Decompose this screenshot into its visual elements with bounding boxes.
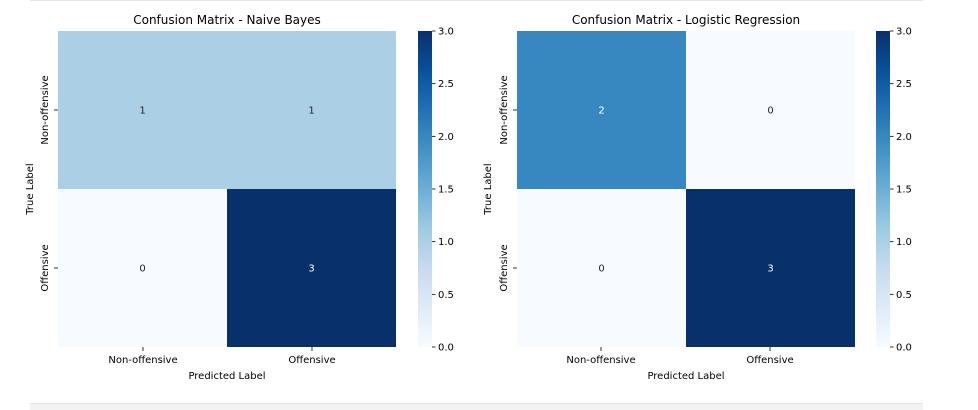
cell-value-label: 3 — [308, 264, 314, 275]
colorbar-ticks: 0.0 0.5 1.0 1.5 2.0 2.5 3.0 — [432, 27, 454, 354]
colorbar-tick-label: 0.5 — [896, 290, 912, 301]
heatmap-cell — [517, 31, 686, 189]
cell-value-label: 2 — [598, 106, 604, 117]
heatmap-cell — [227, 189, 396, 347]
y-tick: Offensive — [499, 244, 517, 292]
colorbar-tick-label: 2.0 — [438, 132, 454, 143]
colorbar-tick-label: 2.5 — [438, 79, 454, 90]
colorbar-tick-label: 0.5 — [438, 290, 454, 301]
x-tick: Offensive — [288, 347, 336, 366]
top-divider — [30, 0, 923, 1]
y-tick-label: Non-offensive — [40, 75, 51, 144]
colorbar-tick-label: 0.0 — [896, 343, 912, 354]
colorbar-ticks: 0.0 0.5 1.0 1.5 2.0 2.5 3.0 — [890, 27, 912, 354]
heatmap-cell — [227, 31, 396, 189]
cell-value-label: 3 — [767, 264, 773, 275]
heatmap-cell — [58, 189, 227, 347]
cell-value-label: 0 — [139, 264, 145, 275]
colorbar — [418, 31, 432, 347]
heatmap-panel-naive-bayes: Confusion Matrix - Naive Bayes 1 1 0 3 Non-… — [25, 13, 454, 382]
heatmap-cell — [686, 31, 855, 189]
x-tick: Non-offensive — [566, 347, 636, 366]
chart-title: Confusion Matrix - Naive Bayes — [133, 13, 321, 27]
x-tick: Non-offensive — [108, 347, 178, 366]
heatmap-cell — [517, 189, 686, 347]
chart-title: Confusion Matrix - Logistic Regression — [572, 13, 800, 27]
cell-value-label: 0 — [598, 264, 604, 275]
x-axis-label: Predicted Label — [188, 371, 265, 382]
x-tick-label: Offensive — [288, 355, 335, 366]
heatmap-cells: 2 00 3 — [517, 31, 855, 347]
y-tick: Non-offensive — [499, 75, 517, 145]
colorbar-tick-label: 0.0 — [438, 343, 454, 354]
bottom-scroll-strip — [30, 403, 923, 410]
x-tick-label: Non-offensive — [566, 355, 635, 366]
heatmap-cell — [686, 189, 855, 347]
y-axis-label: True Label — [25, 163, 36, 215]
colorbar-tick-label: 1.5 — [896, 185, 912, 196]
colorbar-tick-label: 1.5 — [438, 185, 454, 196]
colorbar-tick-label: 2.5 — [896, 79, 912, 90]
colorbar-tick-label: 3.0 — [896, 27, 912, 38]
cell-value-label: 1 — [139, 106, 145, 117]
x-axis-label: Predicted Label — [647, 371, 724, 382]
cell-value-label: 0 — [767, 106, 773, 117]
heatmap-cell — [58, 31, 227, 189]
y-tick-label: Offensive — [499, 244, 510, 291]
heatmap-cells: 1 1 0 3 — [58, 31, 396, 347]
colorbar-tick-label: 3.0 — [438, 27, 454, 38]
heatmap-panel-logistic-regression: Confusion Matrix - Logistic Regression 2… — [483, 13, 912, 382]
colorbar-tick-label: 1.0 — [896, 237, 912, 248]
y-tick: Non-offensive — [40, 75, 58, 145]
colorbar-tick-label: 2.0 — [896, 132, 912, 143]
y-tick: Offensive — [40, 244, 58, 292]
x-tick-label: Non-offensive — [108, 355, 177, 366]
colorbar — [876, 31, 890, 347]
colorbar-tick-label: 1.0 — [438, 237, 454, 248]
x-tick: Offensive — [746, 347, 794, 366]
cell-value-label: 1 — [308, 106, 314, 117]
y-tick-label: Non-offensive — [499, 75, 510, 144]
x-tick-label: Offensive — [746, 355, 793, 366]
y-axis-label: True Label — [483, 163, 494, 215]
y-tick-label: Offensive — [40, 244, 51, 291]
